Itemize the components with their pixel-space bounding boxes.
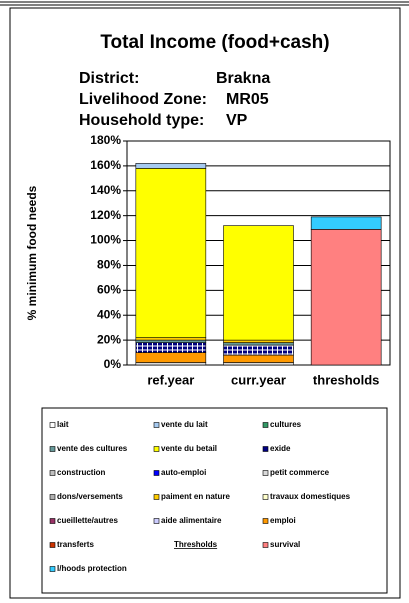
legend-swatch	[153, 494, 160, 500]
legend-label: vente des cultures	[57, 444, 128, 453]
legend-swatch	[262, 422, 269, 428]
legend-label: l/hoods protection	[57, 564, 127, 573]
x-tick-label: curr.year	[231, 372, 286, 387]
legend-swatch	[49, 494, 56, 500]
bar-segment	[135, 352, 207, 363]
y-tick-label: 60%	[97, 283, 121, 297]
y-tick-label: 0%	[104, 357, 122, 371]
legend-swatch	[153, 422, 160, 428]
bar-segment	[135, 362, 207, 366]
bar-segment	[223, 225, 294, 341]
legend-swatch	[49, 422, 56, 428]
bar-segment	[135, 168, 207, 338]
info-label: District:	[79, 70, 139, 87]
legend-label: cueillette/autres	[57, 516, 118, 525]
legend-label: lait	[57, 420, 69, 429]
legend-label: auto-emploi	[161, 468, 206, 477]
legend-swatch	[262, 470, 269, 476]
legend-heading: Thresholds	[174, 540, 218, 549]
legend-swatch	[153, 518, 160, 524]
legend-swatch	[262, 494, 269, 500]
info-value: MR05	[226, 91, 269, 108]
legend-label: vente du lait	[161, 420, 208, 429]
legend-label: vente du betail	[161, 444, 217, 453]
legend-swatch	[49, 518, 56, 524]
legend-swatch	[49, 566, 56, 572]
y-tick-label: 160%	[90, 158, 121, 172]
legend-label: exide	[270, 444, 291, 453]
bar-segment	[310, 216, 382, 230]
info-label: Livelihood Zone:	[79, 91, 207, 108]
legend-label: paiment en nature	[161, 492, 230, 501]
y-tick-label: 20%	[97, 332, 121, 346]
bar-segment	[135, 337, 207, 341]
bar-segment	[310, 229, 382, 366]
y-tick-label: 40%	[97, 307, 121, 321]
y-tick-label: 80%	[97, 258, 121, 272]
bar-segment	[223, 354, 294, 363]
bar-segment	[223, 342, 294, 346]
x-tick-label: thresholds	[313, 372, 379, 387]
chart-frame	[9, 7, 401, 599]
bar-segment	[223, 339, 294, 343]
y-tick-label: 140%	[90, 183, 121, 197]
legend-label: transferts	[57, 540, 94, 549]
legend-label: petit commerce	[270, 468, 330, 477]
bar-segment	[135, 339, 207, 343]
legend-label: dons/versements	[57, 492, 123, 501]
legend-swatch	[153, 446, 160, 452]
legend-label: travaux domestiques	[270, 492, 351, 501]
legend-swatch	[49, 470, 56, 476]
bar-segment	[135, 163, 207, 169]
info-value: VP	[226, 112, 248, 129]
legend-box	[41, 407, 388, 594]
legend-label: emploi	[270, 516, 296, 525]
y-tick-label: 120%	[90, 208, 121, 222]
y-tick-label: 180%	[90, 133, 121, 147]
y-tick-label: 100%	[90, 233, 121, 247]
legend-swatch	[262, 518, 269, 524]
info-value: Brakna	[216, 70, 270, 87]
x-tick-label: ref.year	[147, 372, 194, 387]
legend-label: construction	[57, 468, 106, 477]
bar-segment	[223, 344, 294, 356]
chart-title: Total Income (food+cash)	[100, 32, 329, 53]
bar-segment	[135, 342, 207, 353]
y-axis-label: % minimum food needs	[25, 185, 39, 320]
legend-label: survival	[270, 540, 300, 549]
legend-label: aide alimentaire	[161, 516, 222, 525]
legend-swatch	[49, 446, 56, 452]
legend-swatch	[49, 542, 56, 548]
legend-swatch	[153, 470, 160, 476]
legend-label: cultures	[270, 420, 302, 429]
bar-segment	[223, 362, 294, 366]
legend-swatch	[262, 446, 269, 452]
legend-swatch	[262, 542, 269, 548]
info-label: Household type:	[79, 112, 204, 129]
